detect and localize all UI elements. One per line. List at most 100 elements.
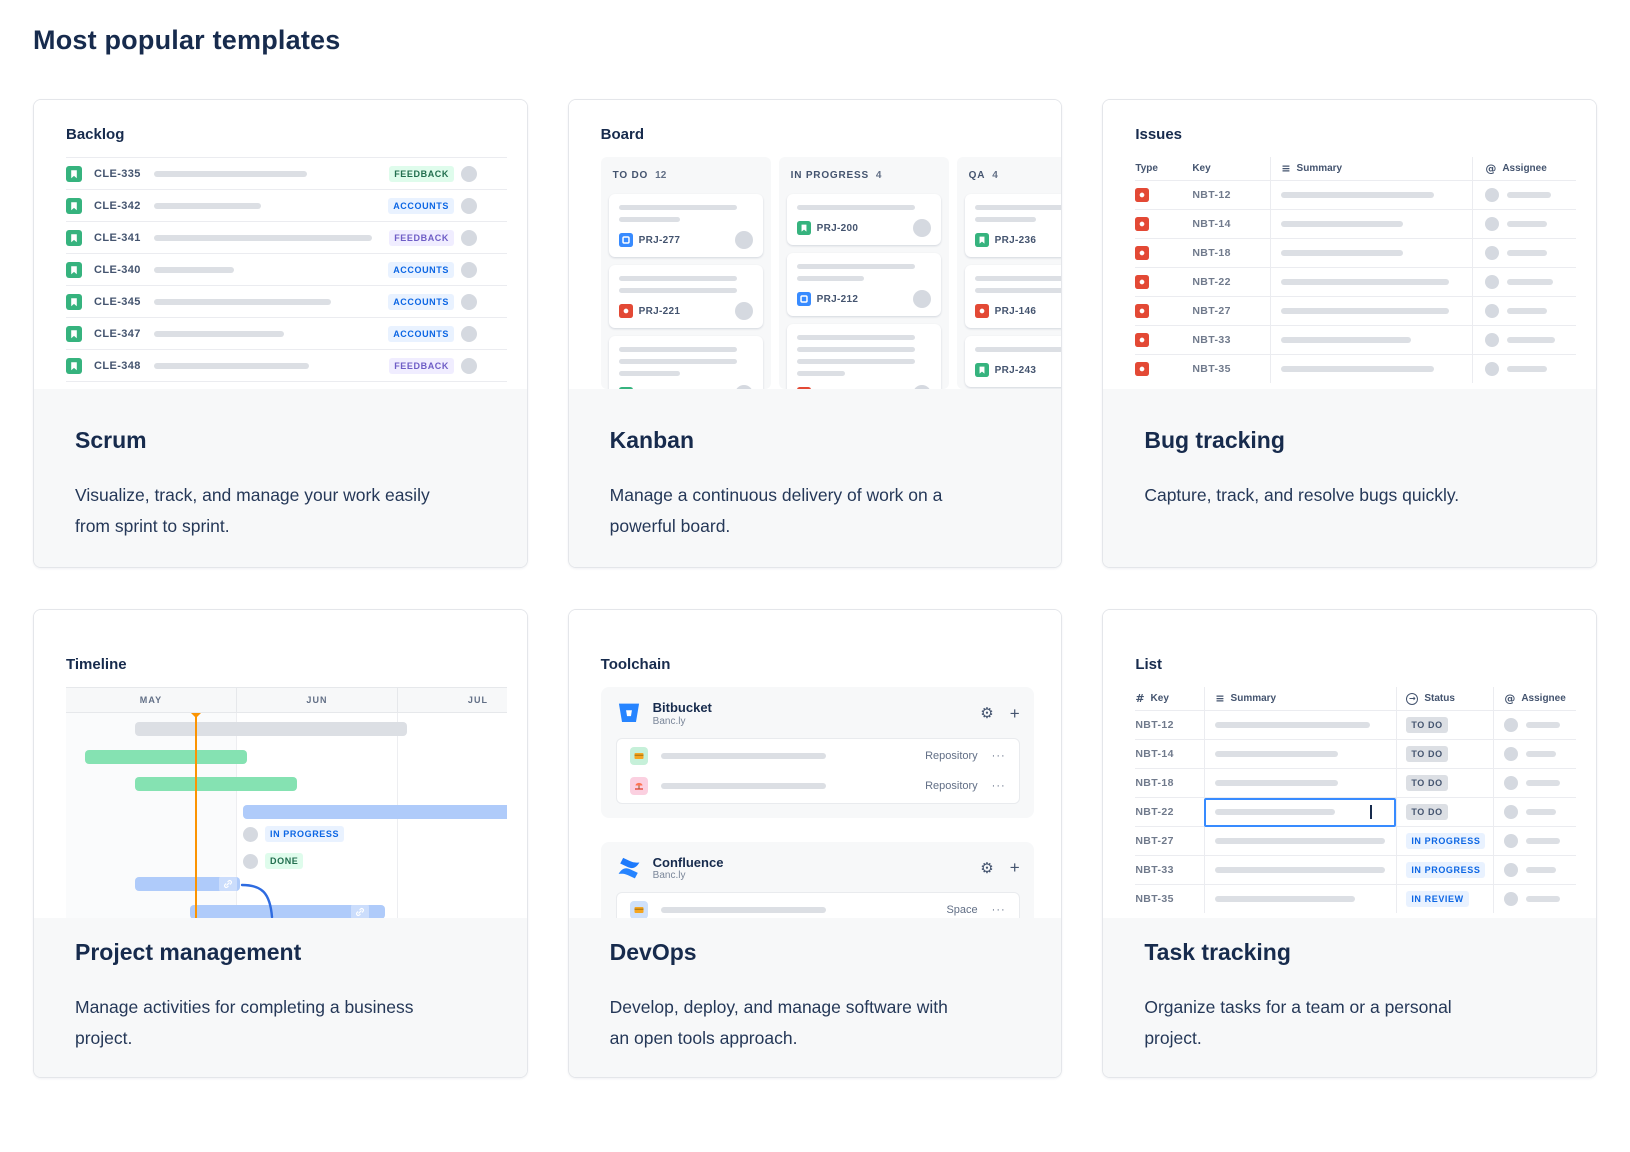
tool-row: Repository ···	[617, 741, 1019, 771]
status-badge: TO DO	[1406, 717, 1448, 733]
col-summary: ≡ Summary	[1204, 687, 1396, 710]
card-title: Bug tracking	[1144, 427, 1285, 453]
summary-edit-cell[interactable]	[1204, 797, 1397, 827]
space-avatar-icon	[629, 901, 648, 918]
board-card: PRJ-236	[964, 194, 1062, 257]
status-badge: TO DO	[1406, 746, 1448, 762]
template-card-bug-tracking[interactable]: Issues Type Key ≡ Summary @ Assignee	[1102, 99, 1597, 568]
tool-row: Repository ···	[617, 771, 1019, 801]
backlog-row: CLE-342 ACCOUNTS	[66, 189, 507, 221]
plus-icon: +	[1009, 703, 1020, 723]
summary-placeholder	[154, 266, 234, 273]
task-icon	[618, 233, 633, 247]
more-icon: ···	[991, 779, 1006, 792]
issue-row: NBT-22	[1135, 267, 1577, 296]
gantt-bar	[135, 875, 240, 893]
list-row: NBT-35 IN REVIEW	[1135, 884, 1577, 913]
link-icon	[219, 875, 237, 893]
story-icon	[66, 325, 82, 342]
board-card: PRJ-243	[964, 336, 1062, 387]
backlog-row: CLE-341 FEEDBACK	[66, 221, 507, 253]
avatar	[461, 293, 477, 310]
tool-section-confluence: Confluence Banc.ly ⚙ + Space	[600, 841, 1034, 918]
column-label: QA	[968, 170, 986, 181]
issue-key: CLE-348	[94, 359, 141, 372]
template-card-kanban[interactable]: Board TO DO 12 PRJ-277	[567, 99, 1063, 568]
card-title: DevOps	[609, 939, 697, 965]
gear-icon: ⚙	[980, 858, 994, 877]
board-card: PRJ-277	[608, 194, 763, 257]
tool-name: Bitbucket	[652, 700, 712, 715]
template-card-task-tracking[interactable]: List # Key ≡ Summary → Status	[1102, 609, 1597, 1078]
avatar	[1504, 747, 1519, 761]
task-icon	[796, 292, 811, 306]
issue-key: NBT-14	[1135, 748, 1174, 760]
issues-table: Type Key ≡ Summary @ Assignee NB	[1135, 157, 1577, 383]
board-column-qa: QA 4 PRJ-236	[956, 157, 1062, 389]
avatar	[1485, 304, 1500, 318]
dependency-connector	[240, 883, 274, 918]
repo-avatar-icon	[629, 776, 648, 795]
text-cursor	[1370, 805, 1372, 819]
board-card: PRJ-213	[786, 324, 941, 389]
list-table-header: # Key ≡ Summary → Status @	[1135, 687, 1576, 710]
row-type-label: Repository	[925, 749, 978, 762]
page-title: Most popular templates	[33, 25, 341, 55]
kanban-preview: Board TO DO 12 PRJ-277	[568, 100, 1062, 389]
col-type: Type	[1135, 163, 1158, 174]
tool-org: Banc.ly	[652, 870, 686, 882]
bug-icon	[1135, 362, 1150, 376]
summary-placeholder	[154, 170, 307, 177]
card-description: Manage a continuous delivery of work on …	[609, 485, 943, 536]
avatar	[461, 325, 477, 342]
issue-key: NBT-22	[1135, 806, 1174, 818]
template-card-devops[interactable]: Toolchain Bitbucket Banc.ly ⚙ +	[567, 609, 1063, 1078]
status-badge: IN PROGRESS	[1406, 862, 1486, 878]
avatar	[461, 229, 477, 246]
devops-description-area: DevOps Develop, deploy, and manage softw…	[568, 918, 1062, 1077]
card-description: Develop, deploy, and manage software wit…	[609, 997, 948, 1048]
issue-row: NBT-12	[1135, 180, 1577, 209]
issue-key: NBT-27	[1135, 835, 1174, 847]
summary-placeholder	[154, 330, 284, 337]
avatar	[243, 853, 258, 869]
col-assignee: @ Assignee	[1472, 157, 1576, 180]
backlog-heading: Backlog	[66, 126, 125, 143]
list-row: NBT-14 TO DO	[1135, 739, 1577, 768]
issue-key: NBT-27	[1192, 305, 1231, 317]
backlog-list: CLE-335 FEEDBACK CLE-342 ACCOUNTS	[66, 157, 507, 382]
issue-key: CLE-347	[94, 327, 141, 340]
bug-icon	[796, 387, 811, 389]
label-badge: ACCOUNTS	[388, 325, 454, 342]
template-card-scrum[interactable]: Backlog CLE-335 FEEDBACK CLE-342 ACCOUNT…	[33, 99, 528, 568]
avatar	[461, 261, 477, 278]
bug-icon	[1135, 217, 1150, 231]
template-card-project-management[interactable]: Timeline MAY JUN JUL	[33, 609, 528, 1078]
issue-key: NBT-35	[1135, 893, 1174, 905]
col-key: # Key	[1135, 692, 1169, 705]
issue-row: NBT-14	[1135, 209, 1577, 238]
col-status: → Status	[1396, 687, 1493, 710]
story-icon	[66, 357, 82, 374]
timeline-chart: MAY JUN JUL IN PROG	[66, 687, 507, 918]
issue-key: NBT-33	[1135, 864, 1174, 876]
story-icon	[66, 293, 82, 310]
toolchain-preview: Toolchain Bitbucket Banc.ly ⚙ +	[568, 610, 1062, 918]
col-assignee: @ Assignee	[1493, 687, 1576, 710]
today-line	[195, 713, 197, 918]
board-column-todo: TO DO 12 PRJ-277	[600, 157, 771, 389]
issue-key: PRJ-243	[994, 364, 1037, 376]
avatar	[734, 231, 753, 249]
story-icon	[796, 221, 811, 235]
issue-key: NBT-18	[1192, 247, 1231, 259]
avatar	[461, 197, 477, 214]
list-row: NBT-18 TO DO	[1135, 768, 1577, 797]
issues-table-header: Type Key ≡ Summary @ Assignee	[1135, 157, 1576, 180]
gantt-bar	[190, 903, 385, 918]
card-title: Project management	[75, 939, 302, 965]
summary-placeholder	[154, 234, 372, 241]
summary-lines-icon: ≡	[1215, 692, 1225, 705]
bug-icon	[1135, 275, 1150, 289]
issue-key: NBT-35	[1192, 363, 1231, 375]
row-type-label: Repository	[925, 779, 978, 792]
